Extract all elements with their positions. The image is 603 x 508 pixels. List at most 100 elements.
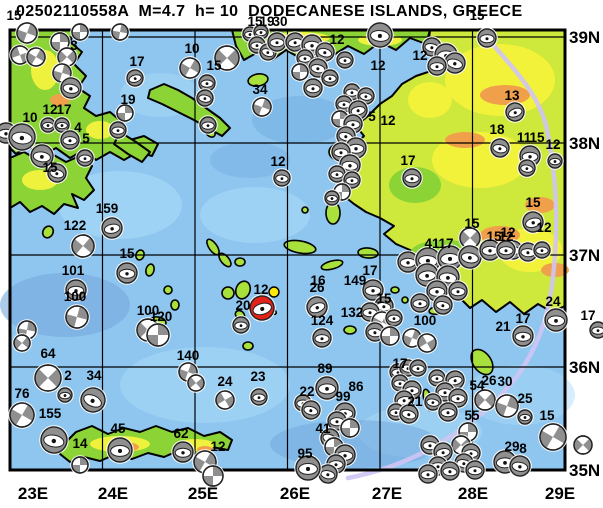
focal-mechanism[interactable] <box>501 98 529 126</box>
focal-mechanism[interactable] <box>339 417 361 439</box>
focal-mechanism[interactable] <box>145 322 171 348</box>
focal-mechanism[interactable] <box>476 27 498 49</box>
focal-mechanism[interactable] <box>231 315 251 335</box>
focal-mechanism[interactable] <box>174 52 206 84</box>
focal-mechanism[interactable] <box>491 390 524 423</box>
focal-mechanism[interactable] <box>312 39 338 65</box>
focal-mechanism[interactable] <box>506 452 533 479</box>
focal-mechanism[interactable] <box>464 459 486 481</box>
focal-mechanism[interactable] <box>115 103 135 123</box>
focal-mechanism[interactable] <box>57 74 84 101</box>
event-focal-mechanism[interactable] <box>245 291 279 325</box>
focal-mechanism[interactable] <box>194 87 217 110</box>
focal-mechanism[interactable] <box>188 445 223 480</box>
focal-mechanism[interactable] <box>201 464 225 488</box>
focal-mechanism[interactable] <box>3 396 41 434</box>
focal-mechanism[interactable] <box>12 18 42 48</box>
focal-mechanism[interactable] <box>446 430 477 461</box>
focal-mechanism[interactable] <box>379 325 401 347</box>
focal-mechanism[interactable] <box>6 121 38 153</box>
focal-mechanism[interactable] <box>396 401 422 427</box>
focal-mechanism[interactable] <box>546 152 564 170</box>
focal-mechanism[interactable] <box>516 408 534 426</box>
focal-mechanism[interactable] <box>532 240 552 260</box>
focal-mechanism[interactable] <box>437 401 459 423</box>
focal-mechanism[interactable] <box>455 242 485 272</box>
focal-mechanism[interactable] <box>511 324 535 348</box>
focal-mechanism[interactable] <box>533 417 573 457</box>
focal-mechanism[interactable] <box>59 129 81 151</box>
focal-mechanism[interactable] <box>109 21 132 44</box>
focal-mechanism[interactable] <box>210 385 240 415</box>
focal-mechanism[interactable] <box>436 244 464 272</box>
focal-mechanism[interactable] <box>311 327 333 349</box>
focal-mechanism[interactable] <box>568 430 599 461</box>
focal-mechanism[interactable] <box>108 120 128 140</box>
focal-mechanism[interactable] <box>70 22 90 42</box>
focal-mechanism[interactable] <box>315 461 340 486</box>
focal-mechanism[interactable] <box>408 358 428 378</box>
focal-mechanism[interactable] <box>123 66 147 90</box>
focal-mechanism[interactable] <box>588 320 603 340</box>
focal-mechanism[interactable] <box>65 228 101 264</box>
focal-mechanism[interactable] <box>44 160 70 186</box>
focal-mechanism[interactable] <box>412 328 442 358</box>
focal-mechanism[interactable] <box>115 261 139 285</box>
focal-mechanism[interactable] <box>61 301 92 332</box>
focal-mechanism[interactable] <box>106 436 134 464</box>
focal-mechanism[interactable] <box>453 221 486 254</box>
focal-mechanism[interactable] <box>302 77 324 99</box>
focal-mechanism[interactable] <box>248 93 276 121</box>
focal-mechanism[interactable] <box>171 440 195 464</box>
focal-mechanism[interactable] <box>335 50 355 70</box>
focal-mechanism[interactable] <box>271 167 292 188</box>
focal-mechanism[interactable] <box>28 142 57 171</box>
focal-mechanism[interactable] <box>447 387 469 409</box>
focal-mechanism[interactable] <box>21 42 51 72</box>
focal-mechanism[interactable] <box>64 278 88 302</box>
focal-mechanism[interactable] <box>487 135 512 160</box>
focal-mechanism[interactable] <box>327 164 347 184</box>
focal-mechanism[interactable] <box>447 280 469 302</box>
focal-mechanism[interactable] <box>290 62 310 82</box>
focal-mechanism[interactable] <box>182 369 210 397</box>
focal-mechanism[interactable] <box>75 382 112 419</box>
focal-mechanism[interactable] <box>468 383 501 416</box>
focal-mechanism[interactable] <box>401 167 423 189</box>
focal-mechanism[interactable] <box>361 278 385 302</box>
focal-mechanism[interactable] <box>430 292 455 317</box>
focal-mechanism[interactable] <box>53 116 71 134</box>
focal-mechanism[interactable] <box>426 55 448 77</box>
focal-mechanism[interactable] <box>298 397 324 423</box>
focal-mechanism[interactable] <box>302 292 332 322</box>
focal-mechanism[interactable] <box>396 250 420 274</box>
focal-mechanism[interactable] <box>207 38 246 77</box>
focal-mechanism[interactable] <box>266 31 288 53</box>
focal-mechanism[interactable] <box>39 116 57 134</box>
focal-mechanism[interactable] <box>8 329 36 357</box>
focal-mechanism[interactable] <box>98 214 125 241</box>
focal-mechanism[interactable] <box>75 148 95 168</box>
focal-mechanism[interactable] <box>422 391 445 414</box>
focal-mechanism[interactable] <box>365 20 395 50</box>
focal-mechanism[interactable] <box>323 189 341 207</box>
focal-mechanism[interactable] <box>70 455 90 475</box>
focal-mechanism[interactable] <box>441 49 470 78</box>
focal-mechanism[interactable] <box>519 208 548 237</box>
focal-mechanism[interactable] <box>543 307 569 333</box>
epicenter-marker[interactable] <box>268 286 280 298</box>
focal-mechanism[interactable] <box>27 357 69 399</box>
focal-mechanism[interactable] <box>56 386 74 404</box>
focal-mechanism[interactable] <box>249 387 269 407</box>
focal-mechanism[interactable] <box>37 423 71 457</box>
focal-mechanism[interactable] <box>294 454 322 482</box>
focal-mechanism[interactable] <box>409 292 431 314</box>
focal-mechanism[interactable] <box>516 157 539 180</box>
focal-mechanism[interactable] <box>197 73 217 93</box>
focal-mechanism[interactable] <box>198 115 218 135</box>
focal-mechanism[interactable] <box>320 68 340 88</box>
focal-mechanism[interactable] <box>438 459 461 482</box>
focal-mechanism[interactable] <box>478 238 502 262</box>
focal-mechanism[interactable] <box>417 463 439 485</box>
